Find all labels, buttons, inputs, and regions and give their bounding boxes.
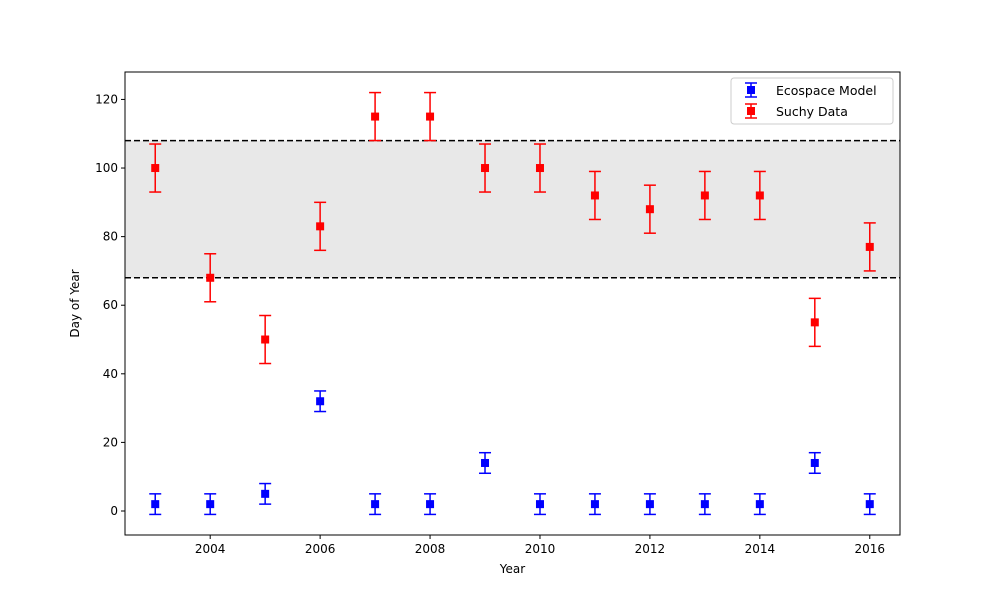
marker: [535, 164, 544, 173]
data-point: [588, 170, 601, 221]
y-tick-label: 0: [110, 504, 118, 518]
marker: [316, 397, 325, 406]
marker: [316, 222, 325, 231]
marker: [755, 191, 764, 200]
data-point: [808, 297, 821, 348]
data-point: [424, 493, 437, 516]
data-point: [149, 493, 162, 516]
y-tick-label: 40: [103, 367, 118, 381]
y-tick-label: 100: [95, 161, 118, 175]
data-point: [259, 314, 272, 365]
marker: [645, 500, 654, 509]
y-axis: 0 20 40 60 80 100 120: [95, 92, 125, 518]
data-point: [698, 170, 711, 221]
legend-box: [730, 77, 894, 125]
marker: [151, 500, 160, 509]
legend-label: Suchy Data: [776, 104, 848, 119]
series-layer: [149, 91, 876, 516]
marker: [700, 500, 709, 509]
y-axis-label: Day of Year: [68, 269, 82, 337]
x-tick-label: 2014: [745, 542, 776, 556]
x-tick-label: 2012: [635, 542, 666, 556]
legend-marker: [747, 86, 755, 94]
data-point: [643, 493, 656, 516]
data-point: [424, 91, 437, 142]
data-point: [479, 451, 492, 475]
data-point: [314, 390, 327, 413]
legend: Ecospace Model Suchy Data: [730, 77, 894, 125]
legend-item: Suchy Data: [745, 103, 848, 119]
data-point: [863, 493, 876, 516]
data-point: [479, 143, 492, 193]
data-point: [643, 184, 656, 234]
y-tick-label: 120: [95, 92, 118, 106]
data-point: [808, 451, 821, 475]
plot-frame: [124, 71, 901, 536]
data-point: [204, 253, 217, 303]
data-point: [204, 493, 217, 516]
marker: [426, 500, 435, 509]
marker: [645, 205, 654, 214]
legend-item: Ecospace Model: [745, 82, 877, 98]
data-point: [369, 91, 382, 142]
marker: [371, 112, 380, 121]
marker: [700, 191, 709, 200]
series-suchy-data: [149, 91, 876, 365]
marker: [590, 500, 599, 509]
y-tick-label: 80: [103, 230, 118, 244]
data-point: [149, 143, 162, 193]
x-axis-label: Year: [499, 562, 525, 576]
data-point: [533, 493, 546, 516]
band-fill: [125, 140, 900, 278]
marker: [535, 500, 544, 509]
marker: [810, 318, 819, 327]
marker: [426, 112, 435, 121]
legend-label: Ecospace Model: [776, 83, 877, 98]
marker: [481, 164, 490, 173]
legend-items: Ecospace Model Suchy Data: [745, 82, 877, 119]
series-ecospace-model: [149, 390, 876, 516]
data-point: [753, 170, 766, 221]
marker: [261, 489, 270, 498]
data-point: [698, 493, 711, 516]
marker: [755, 500, 764, 509]
marker: [206, 273, 215, 282]
data-point: [753, 493, 766, 516]
marker: [810, 458, 819, 467]
reference-band: [125, 139, 900, 279]
data-point: [369, 493, 382, 516]
marker: [371, 500, 380, 509]
marker: [865, 500, 874, 509]
marker: [151, 164, 160, 173]
x-tick-label: 2010: [525, 542, 556, 556]
data-point: [259, 482, 272, 505]
y-tick-label: 60: [103, 298, 118, 312]
marker: [261, 335, 270, 344]
marker: [206, 500, 215, 509]
data-point: [863, 222, 876, 272]
x-axis: 2004 2006 2008 2010 2012 2014 2016: [195, 535, 885, 556]
data-point: [314, 201, 327, 252]
x-tick-label: 2004: [195, 542, 226, 556]
y-tick-label: 20: [103, 435, 118, 449]
marker: [865, 242, 874, 251]
x-tick-label: 2016: [854, 542, 885, 556]
marker: [481, 458, 490, 467]
marker: [590, 191, 599, 200]
legend-marker: [747, 107, 755, 115]
x-tick-label: 2008: [415, 542, 446, 556]
data-point: [588, 493, 601, 516]
data-point: [533, 143, 546, 193]
x-tick-label: 2006: [305, 542, 336, 556]
